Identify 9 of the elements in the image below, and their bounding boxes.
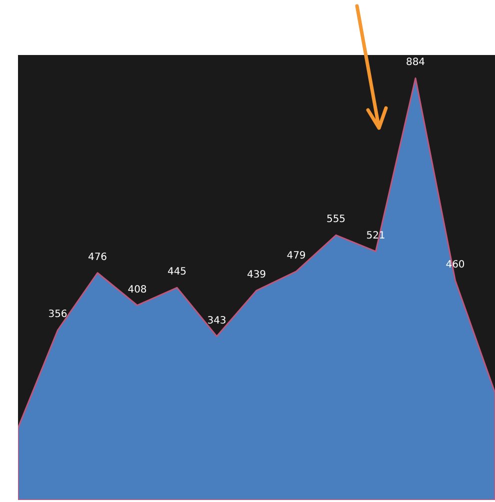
data-label: 356 [48, 309, 68, 320]
data-label: 408 [128, 284, 147, 296]
data-label: 884 [406, 57, 426, 68]
data-label: 445 [167, 266, 187, 278]
data-label: 479 [286, 250, 306, 262]
data-label: 439 [246, 270, 266, 281]
data-label: 343 [207, 315, 226, 326]
data-label: 555 [326, 214, 346, 226]
data-label: 476 [88, 252, 108, 263]
